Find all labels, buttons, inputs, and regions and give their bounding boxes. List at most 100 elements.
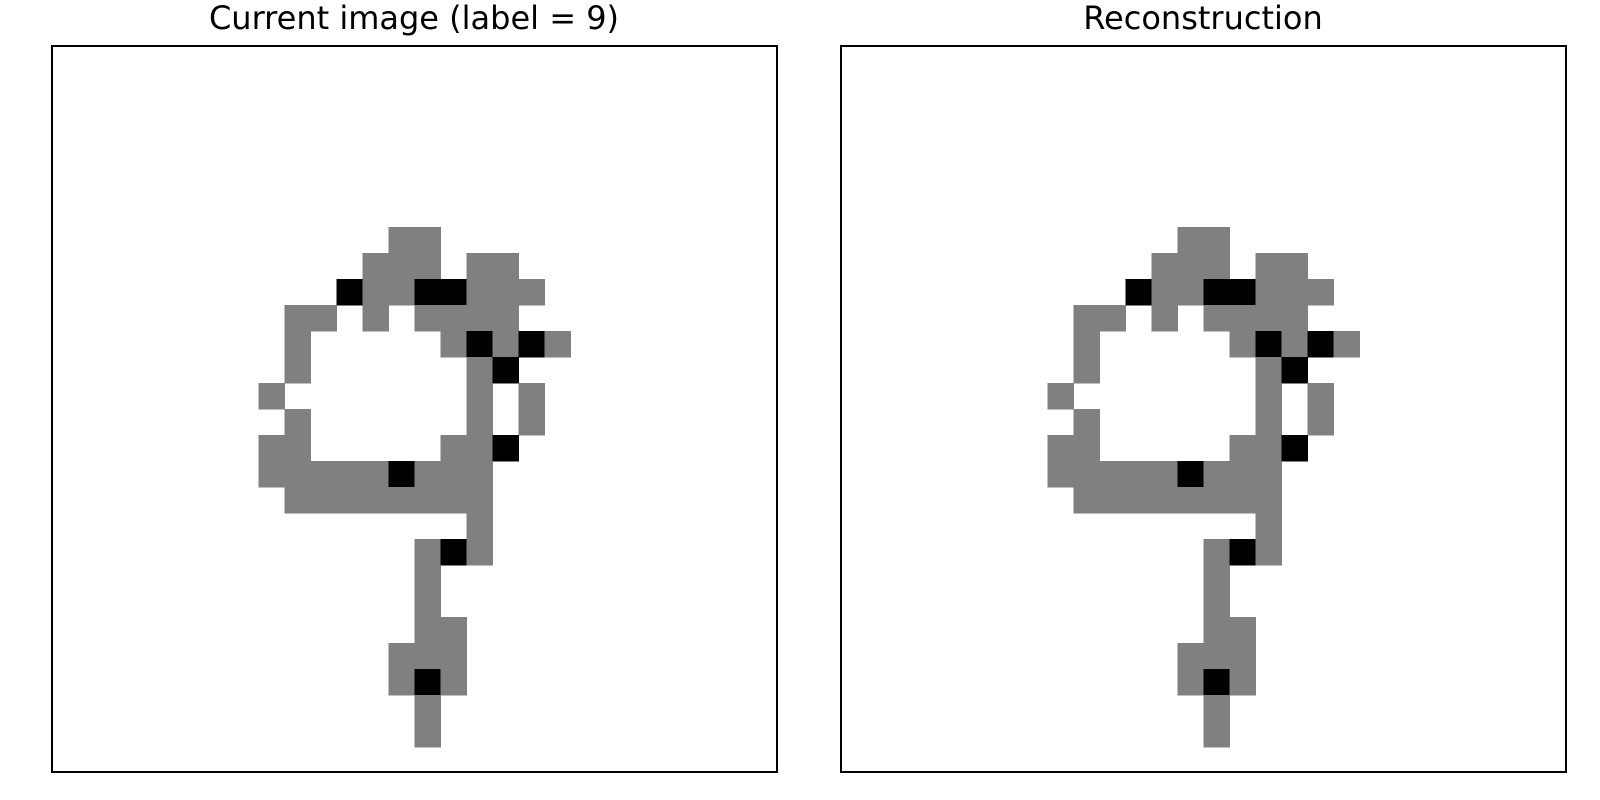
heatmap-cell <box>362 279 390 306</box>
heatmap-cell <box>362 487 390 514</box>
heatmap-cells <box>258 227 571 748</box>
heatmap-cell <box>284 435 312 462</box>
heatmap-cell <box>1229 643 1256 670</box>
heatmap-cell <box>1203 253 1230 280</box>
heatmap-cell <box>1151 461 1179 488</box>
heatmap-cell <box>1125 487 1153 514</box>
heatmap-cell <box>1281 279 1308 306</box>
heatmap-cell <box>258 461 286 488</box>
heatmap-cell <box>1229 331 1256 358</box>
heatmap-cell <box>388 253 415 280</box>
heatmap-cell <box>1073 357 1101 384</box>
heatmap-cell <box>466 487 493 514</box>
heatmap-cell <box>466 253 493 280</box>
heatmap-cell <box>362 305 390 332</box>
heatmap-cell <box>1203 643 1230 670</box>
heatmap-cell <box>1255 487 1282 514</box>
heatmap-cell <box>1255 253 1282 280</box>
heatmap-cell <box>466 539 493 566</box>
heatmap-cell <box>414 669 441 696</box>
heatmap-cell <box>492 435 519 462</box>
heatmap-cell <box>440 617 467 644</box>
heatmap-cell <box>1203 539 1230 566</box>
heatmap-cell <box>466 357 493 384</box>
heatmap-cell <box>414 487 441 514</box>
heatmap-cell <box>414 591 441 618</box>
heatmap-cell <box>1151 305 1179 332</box>
heatmap-cell <box>1307 331 1334 358</box>
heatmap-cell <box>1229 461 1256 488</box>
heatmap-cell <box>440 435 467 462</box>
heatmap-cell <box>1047 435 1075 462</box>
heatmap-cell <box>1047 383 1075 410</box>
heatmap-cell <box>440 669 467 696</box>
heatmap-cell <box>544 331 571 358</box>
heatmap-cell <box>362 461 390 488</box>
heatmap-cell <box>1255 305 1282 332</box>
heatmap-cell <box>258 435 286 462</box>
heatmap-cell <box>440 461 467 488</box>
heatmap-cell <box>1125 461 1153 488</box>
heatmap-cell <box>362 253 390 280</box>
heatmap-cell <box>518 331 545 358</box>
heatmap-cell <box>1203 461 1230 488</box>
heatmap-cell <box>258 383 286 410</box>
heatmap-cell <box>492 357 519 384</box>
heatmap-cell <box>466 461 493 488</box>
heatmap-cell <box>1255 409 1282 436</box>
heatmap-cells <box>1047 227 1360 748</box>
heatmap-cell <box>1177 487 1204 514</box>
current-image-title: Current image (label = 9) <box>208 0 620 37</box>
heatmap-cell <box>1229 487 1256 514</box>
heatmap-cell <box>1203 565 1230 592</box>
heatmap-cell <box>1203 279 1230 306</box>
heatmap-cell <box>1073 331 1101 358</box>
heatmap-cell <box>1073 487 1101 514</box>
heatmap-cell <box>440 643 467 670</box>
reconstruction-title: Reconstruction <box>1083 0 1323 37</box>
heatmap-cell <box>492 279 519 306</box>
heatmap-cell <box>388 643 415 670</box>
heatmap-cell <box>1073 461 1101 488</box>
heatmap-cell <box>1255 383 1282 410</box>
current-image-heatmap <box>51 45 778 773</box>
heatmap-cell <box>414 721 441 748</box>
heatmap-cell <box>1177 461 1204 488</box>
heatmap-cell <box>414 305 441 332</box>
heatmap-cell <box>466 409 493 436</box>
heatmap-cell <box>310 461 338 488</box>
heatmap-cell <box>388 279 415 306</box>
heatmap-cell <box>1281 331 1308 358</box>
heatmap-cell <box>518 409 545 436</box>
heatmap-cell <box>466 279 493 306</box>
heatmap-cell <box>1151 487 1179 514</box>
heatmap-cell <box>1177 669 1204 696</box>
heatmap-cell <box>466 331 493 358</box>
heatmap-cell <box>284 357 312 384</box>
heatmap-cell <box>492 331 519 358</box>
heatmap-cell <box>1099 461 1127 488</box>
heatmap-cell <box>1255 461 1282 488</box>
heatmap-cell <box>1229 305 1256 332</box>
heatmap-cell <box>1307 279 1334 306</box>
heatmap-cell <box>440 539 467 566</box>
heatmap-cell <box>1255 435 1282 462</box>
heatmap-cell <box>1099 487 1127 514</box>
heatmap-cell <box>414 643 441 670</box>
heatmap-cell <box>1203 617 1230 644</box>
heatmap-cell <box>1099 305 1127 332</box>
heatmap-cell <box>466 383 493 410</box>
heatmap-cell <box>388 461 415 488</box>
heatmap-cell <box>1203 591 1230 618</box>
heatmap-cell <box>518 279 545 306</box>
heatmap-cell <box>466 435 493 462</box>
heatmap-cell <box>1307 409 1334 436</box>
heatmap-cell <box>1255 357 1282 384</box>
heatmap-cell <box>1125 279 1153 306</box>
heatmap-cell <box>1281 357 1308 384</box>
heatmap-cell <box>310 487 338 514</box>
heatmap-cell <box>1255 279 1282 306</box>
heatmap-cell <box>284 487 312 514</box>
axes-frame <box>840 45 1567 773</box>
